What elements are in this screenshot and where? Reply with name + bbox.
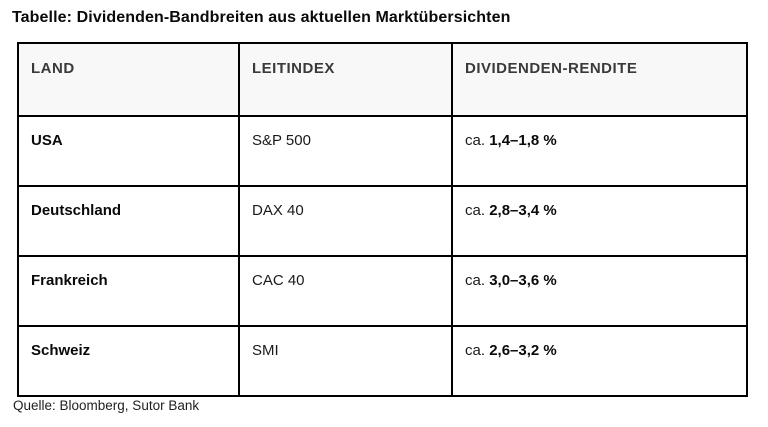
cell-rendite: ca. 2,8–3,4 % (451, 185, 748, 257)
dividend-table: LAND LEITINDEX DIVIDENDEN-RENDITE USA S&… (17, 42, 748, 397)
cell-land: USA (17, 115, 240, 187)
column-header-leitindex: LEITINDEX (238, 42, 453, 117)
rendite-range: 3,0–3,6 % (489, 272, 557, 289)
cell-land: Deutschland (17, 185, 240, 257)
rendite-range: 2,6–3,2 % (489, 342, 557, 359)
rendite-prefix: ca. (465, 342, 486, 359)
table-row: Deutschland DAX 40 ca. 2,8–3,4 % (17, 185, 748, 257)
table-row: Frankreich CAC 40 ca. 3,0–3,6 % (17, 255, 748, 327)
column-header-land: LAND (17, 42, 240, 117)
cell-rendite: ca. 1,4–1,8 % (451, 115, 748, 187)
rendite-prefix: ca. (465, 132, 486, 149)
table-header: LAND LEITINDEX DIVIDENDEN-RENDITE (17, 42, 748, 117)
rendite-prefix: ca. (465, 202, 486, 219)
table-row: Schweiz SMI ca. 2,6–3,2 % (17, 325, 748, 397)
table-row: USA S&P 500 ca. 1,4–1,8 % (17, 115, 748, 187)
table-body: USA S&P 500 ca. 1,4–1,8 % Deutschland DA… (17, 115, 748, 397)
source-caption: Quelle: Bloomberg, Sutor Bank (13, 398, 200, 413)
column-header-dividenden-rendite: DIVIDENDEN-RENDITE (451, 42, 748, 117)
cell-rendite: ca. 2,6–3,2 % (451, 325, 748, 397)
cell-land: Schweiz (17, 325, 240, 397)
header-row: LAND LEITINDEX DIVIDENDEN-RENDITE (17, 42, 748, 117)
rendite-prefix: ca. (465, 272, 486, 289)
cell-leitindex: DAX 40 (238, 185, 453, 257)
table-title: Tabelle: Dividenden-Bandbreiten aus aktu… (12, 9, 511, 26)
cell-leitindex: CAC 40 (238, 255, 453, 327)
cell-leitindex: SMI (238, 325, 453, 397)
rendite-range: 2,8–3,4 % (489, 202, 557, 219)
cell-leitindex: S&P 500 (238, 115, 453, 187)
cell-rendite: ca. 3,0–3,6 % (451, 255, 748, 327)
rendite-range: 1,4–1,8 % (489, 132, 557, 149)
cell-land: Frankreich (17, 255, 240, 327)
